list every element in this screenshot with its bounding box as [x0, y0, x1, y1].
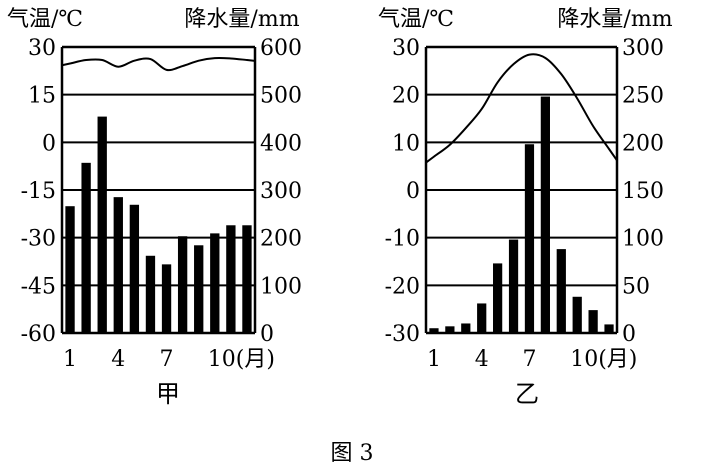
x-tick-label: 10(月)	[570, 347, 637, 372]
precip-bar-month-10	[210, 233, 220, 333]
temp-tick-label: 10	[392, 131, 420, 156]
precip-tick-label: 100	[260, 274, 302, 299]
precip-tick-label: 200	[260, 227, 302, 252]
precip-bar-month-12	[242, 225, 252, 333]
precip-tick-label: 0	[622, 322, 636, 347]
temp-tick-label: 0	[406, 179, 420, 204]
precip-tick-label: 150	[622, 179, 664, 204]
temp-tick-label: 15	[28, 84, 56, 109]
precip-bar-month-4	[113, 197, 123, 333]
precip-tick-label: 0	[260, 322, 274, 347]
left-axis-title: 气温/℃	[7, 7, 83, 32]
precip-bar-month-6	[145, 255, 156, 333]
precip-bar-month-3	[461, 323, 471, 333]
precip-bar-month-9	[556, 249, 566, 333]
precip-bar-month-10	[572, 296, 582, 333]
temp-tick-label: -30	[21, 227, 56, 252]
temp-tick-label: -30	[385, 322, 420, 347]
precip-bar-month-1	[429, 328, 439, 333]
chart-name: 甲	[156, 380, 180, 408]
precip-tick-label: 200	[622, 131, 664, 156]
x-tick-label: 7	[160, 347, 174, 372]
precip-tick-label: 300	[260, 179, 302, 204]
temp-tick-label: -20	[385, 274, 420, 299]
temp-tick-label: -10	[385, 227, 420, 252]
chart-name: 乙	[515, 380, 539, 408]
temperature-line	[61, 56, 256, 72]
temp-tick-label: -15	[21, 179, 56, 204]
x-tick-label: 10(月)	[208, 347, 275, 372]
precip-bar-month-5	[129, 204, 140, 333]
temperature-line	[425, 53, 618, 164]
x-tick-label: 4	[111, 347, 125, 372]
precip-tick-label: 600	[260, 36, 302, 61]
precip-tick-label: 50	[622, 274, 650, 299]
x-tick-label: 1	[427, 347, 441, 372]
precip-bar-month-3	[97, 116, 107, 334]
precip-bar-month-9	[194, 245, 204, 333]
temp-tick-label: 20	[392, 84, 420, 109]
precip-bar-month-2	[81, 162, 91, 333]
temp-tick-label: 30	[392, 36, 420, 61]
precip-bar-month-1	[65, 206, 75, 333]
precip-bar-month-5	[493, 263, 503, 333]
precip-bar-month-8	[540, 96, 550, 333]
precip-bar-month-11	[588, 310, 598, 333]
left-axis-title: 气温/℃	[378, 7, 454, 32]
x-tick-label: 7	[522, 347, 536, 372]
right-axis-title: 降水量/mm	[184, 7, 299, 32]
precip-bar-month-8	[177, 236, 188, 333]
precip-bar-month-7	[524, 144, 535, 333]
chart-jia: 气温/℃ 降水量/mm 30 600 15 500 0 400 -15 300 -30 200 -45 1…	[7, 7, 302, 408]
temp-tick-label: 30	[28, 36, 56, 61]
precip-bar-month-12	[604, 324, 614, 333]
precip-bar-month-4	[477, 303, 487, 333]
temp-tick-label: -60	[21, 322, 56, 347]
precip-tick-label: 400	[260, 131, 302, 156]
x-tick-label: 4	[475, 347, 489, 372]
precip-tick-label: 100	[622, 227, 664, 252]
precip-bar-month-2	[445, 326, 455, 333]
right-axis-title: 降水量/mm	[557, 7, 672, 32]
x-tick-label: 1	[63, 347, 77, 372]
precip-tick-label: 300	[622, 36, 664, 61]
precip-bar-month-6	[508, 239, 519, 333]
temp-tick-label: -45	[21, 274, 56, 299]
precip-tick-label: 500	[260, 84, 302, 109]
figure-caption: 图 3	[331, 441, 374, 466]
precip-bar-month-7	[161, 264, 172, 333]
precip-bar-month-11	[226, 225, 236, 333]
temp-tick-label: 0	[42, 131, 56, 156]
precip-tick-label: 250	[622, 84, 664, 109]
